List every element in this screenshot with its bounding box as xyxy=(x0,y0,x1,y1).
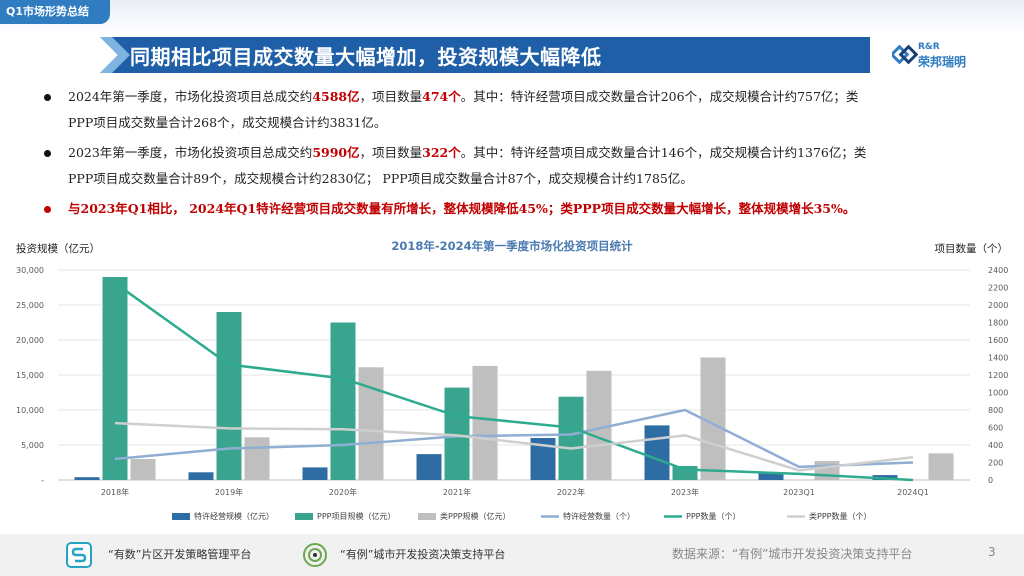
y-tick-label: 25,000 xyxy=(16,301,44,310)
bar-0-6 xyxy=(758,473,784,480)
page-number: 3 xyxy=(988,545,996,559)
y2-tick-label: 1200 xyxy=(988,371,1008,380)
bar-0-3 xyxy=(416,454,442,480)
y-tick-label: 30,000 xyxy=(16,266,44,275)
y-tick-label: 20,000 xyxy=(16,336,44,345)
bar-2-4 xyxy=(586,370,612,480)
y2-tick-label: 800 xyxy=(988,406,1003,415)
bullet-2023: 2023年第一季度，市场化投资项目总成交约5990亿，项目数量322个。其中：特… xyxy=(44,140,1004,192)
y-tick-label: 5,000 xyxy=(21,441,44,450)
bar-2-1 xyxy=(244,437,270,480)
legend-swatch-2 xyxy=(418,513,436,520)
legend-label-2: 类PPP规模（亿元） xyxy=(440,511,510,521)
x-tick-label: 2024Q1 xyxy=(897,488,929,497)
x-tick-label: 2022年 xyxy=(557,487,585,497)
y2-tick-label: 1800 xyxy=(988,319,1008,328)
y-tick-label: 10,000 xyxy=(16,406,44,415)
company-logo: R&R 荣邦瑞明 xyxy=(892,38,1022,74)
y2-tick-label: 2400 xyxy=(988,266,1008,275)
y2-tick-label: 2200 xyxy=(988,284,1008,293)
x-tick-label: 2018年 xyxy=(101,487,129,497)
line-series-0 xyxy=(114,408,914,469)
legend-label-3: 特许经营数量（个） xyxy=(563,511,635,521)
bar-1-5 xyxy=(672,466,698,480)
y-axis-title: 投资规模（亿元） xyxy=(16,242,100,255)
chart-area: 2018年-2024年第一季度市场化投资项目统计 投资规模（亿元） 项目数量（个） -… xyxy=(0,239,1024,530)
bullet-dot-icon xyxy=(44,94,51,101)
bullet-2024: 2024年第一季度，市场化投资项目总成交约4588亿，项目数量474个。其中：特… xyxy=(44,84,1004,136)
bar-1-2 xyxy=(330,322,356,480)
legend-label-5: 类PPP数量（个） xyxy=(809,511,871,521)
legend-swatch-0 xyxy=(172,513,190,520)
bar-0-2 xyxy=(302,467,328,480)
bullet-dot-icon xyxy=(44,206,51,213)
x-tick-label: 2023Q1 xyxy=(783,488,815,497)
bullet-comparison: 与2023年Q1相比， 2024年Q1特许经营项目成交数量有所增长，整体规模降低… xyxy=(44,196,1004,222)
x-tick-label: 2021年 xyxy=(443,487,471,497)
bar-2-0 xyxy=(130,459,156,480)
bar-1-0 xyxy=(102,277,128,480)
line-series-1 xyxy=(114,282,914,482)
y2-tick-label: 400 xyxy=(988,441,1003,450)
youli-platform-icon xyxy=(303,543,327,567)
x-tick-label: 2020年 xyxy=(329,487,357,497)
logo-mark-icon xyxy=(892,44,918,65)
y2-tick-label: 0 xyxy=(988,476,993,485)
title-bar-shape xyxy=(100,37,870,73)
bullet-dot-icon xyxy=(44,150,51,157)
x-tick-label: 2019年 xyxy=(215,487,243,497)
y2-tick-label: 1600 xyxy=(988,336,1008,345)
section-tag: Q1市场形势总结 xyxy=(0,0,110,24)
y2-tick-label: 2000 xyxy=(988,301,1008,310)
line-series-2 xyxy=(114,421,914,472)
bar-2-3 xyxy=(472,365,498,480)
bar-0-5 xyxy=(644,425,670,480)
page-title: 同期相比项目成交数量大幅增加，投资规模大幅降低 xyxy=(130,45,602,69)
logo-en: R&R xyxy=(918,42,940,52)
title-bar: 同期相比项目成交数量大幅增加，投资规模大幅降低 xyxy=(100,37,870,73)
logo-cn: 荣邦瑞明 xyxy=(918,55,967,69)
bar-2-7 xyxy=(928,453,954,480)
bar-1-1 xyxy=(216,312,242,480)
legend-swatch-1 xyxy=(295,513,313,520)
bar-0-0 xyxy=(74,477,100,480)
y-tick-label: 15,000 xyxy=(16,371,44,380)
legend-label-1: PPP项目规模（亿元） xyxy=(317,511,395,521)
footer: “有数”片区开发策略管理平台 “有例”城市开发投资决策支持平台 数据来源：“有例… xyxy=(0,534,1024,576)
bar-1-4 xyxy=(558,396,584,480)
y2-tick-label: 1400 xyxy=(988,354,1008,363)
summary-bullets: 2024年第一季度，市场化投资项目总成交约4588亿，项目数量474个。其中：特… xyxy=(44,84,1004,222)
data-source: 数据来源：“有例”城市开发投资决策支持平台 xyxy=(672,547,913,561)
platform1-label: “有数”片区开发策略管理平台 xyxy=(108,548,252,561)
y-tick-label: - xyxy=(41,476,44,485)
y2-tick-label: 1000 xyxy=(988,389,1008,398)
investment-chart: 2018年-2024年第一季度市场化投资项目统计 投资规模（亿元） 项目数量（个） -… xyxy=(16,239,1009,521)
chart-title: 2018年-2024年第一季度市场化投资项目统计 xyxy=(391,240,633,253)
x-tick-label: 2023年 xyxy=(671,487,699,497)
header-band xyxy=(0,0,1024,36)
bar-0-1 xyxy=(188,472,214,480)
y2-axis-title: 项目数量（个） xyxy=(935,242,1009,255)
y2-tick-label: 200 xyxy=(988,459,1003,468)
legend-label-0: 特许经营规模（亿元） xyxy=(194,511,274,521)
y2-tick-label: 600 xyxy=(988,424,1003,433)
bar-2-6 xyxy=(814,461,840,480)
platform2-label: “有例”城市开发投资决策支持平台 xyxy=(340,548,506,561)
legend-label-4: PPP数量（个） xyxy=(686,511,740,521)
youshu-platform-icon xyxy=(66,542,92,568)
